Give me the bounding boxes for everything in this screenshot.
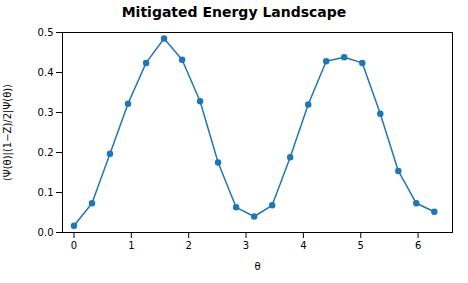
svg-text:1: 1	[128, 240, 134, 251]
svg-text:⟨Ψ(θ)|(1−Z)/2|Ψ(θ)⟩: ⟨Ψ(θ)|(1−Z)/2|Ψ(θ)⟩	[2, 84, 14, 181]
svg-text:0: 0	[71, 240, 77, 251]
svg-text:0.0: 0.0	[38, 227, 54, 238]
svg-text:0.3: 0.3	[38, 107, 54, 118]
svg-text:5: 5	[358, 240, 364, 251]
svg-text:θ: θ	[254, 261, 260, 272]
svg-text:0.5: 0.5	[38, 27, 54, 38]
svg-text:0.1: 0.1	[38, 187, 54, 198]
svg-text:4: 4	[300, 240, 306, 251]
svg-text:3: 3	[243, 240, 249, 251]
svg-text:0.4: 0.4	[38, 67, 54, 78]
svg-text:0.2: 0.2	[38, 147, 54, 158]
svg-text:2: 2	[185, 240, 191, 251]
svg-text:6: 6	[415, 240, 421, 251]
html-text:Mitigated Energy Landscape: Mitigated Energy Landscape	[121, 4, 347, 20]
